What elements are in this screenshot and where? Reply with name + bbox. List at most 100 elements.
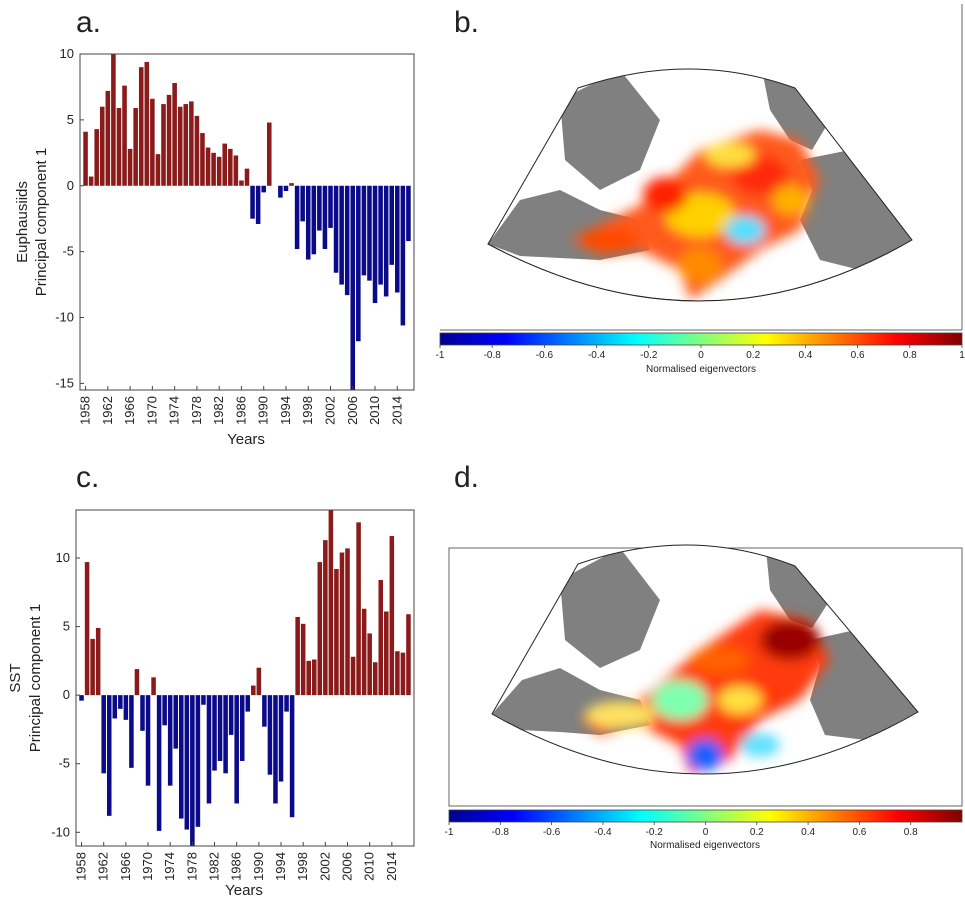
bar-1977: [189, 101, 194, 186]
bar-1991: [262, 695, 267, 727]
bar-1963: [106, 695, 112, 816]
bar-1967: [129, 695, 134, 768]
colorbar-tick-label: -1: [436, 350, 445, 361]
bar-1986: [239, 180, 244, 186]
xlabel-a: Years: [227, 431, 265, 448]
land-europe-d: [810, 630, 918, 740]
xtick-label: 1998: [300, 396, 315, 425]
xtick-label: 1970: [140, 852, 155, 881]
bar-1986: [234, 695, 239, 804]
bar-2010: [367, 633, 372, 696]
ylabel-line1-c: SST: [7, 663, 24, 692]
bar-1990: [261, 185, 266, 193]
xtick-label: 1978: [189, 396, 204, 425]
colorbar-tick-label: 0.6: [852, 827, 866, 838]
bar-2008: [356, 522, 361, 696]
bar-1985: [233, 155, 239, 186]
colorbar-tick-label: 0.4: [798, 350, 812, 361]
bar-2009: [361, 608, 367, 696]
bar-2014: [395, 185, 400, 293]
xtick-label: 2002: [317, 852, 332, 881]
colorbar-label-d: Normalised eigenvectors: [650, 840, 760, 851]
bar-1996: [289, 695, 295, 818]
bar-2001: [317, 562, 323, 696]
bar-2002: [323, 540, 328, 696]
bar-1981: [211, 152, 216, 186]
bar-1981: [206, 695, 212, 804]
bar-2013: [389, 185, 395, 265]
xtick-label: 2002: [323, 396, 338, 425]
bar-2011: [372, 662, 378, 696]
plot-frame-a: [79, 53, 415, 391]
bar-1966: [123, 695, 129, 720]
bar-2012: [383, 185, 389, 297]
ytick-label: 5: [63, 619, 70, 634]
bars-group-a: [83, 54, 411, 390]
bar-1970: [145, 695, 151, 786]
bar-1979: [200, 133, 205, 186]
bar-2010: [372, 185, 378, 304]
ylabel-line2-c: Principal component 1: [27, 604, 44, 752]
bar-1999: [311, 185, 317, 255]
bar-1967: [133, 108, 138, 186]
bar-1964: [116, 108, 122, 186]
colorbar-tick-label: 0: [698, 350, 704, 361]
colorbar-d: [448, 809, 963, 823]
bar-1983: [222, 143, 228, 186]
yticks-c: -10 -5 0 5 10: [51, 550, 80, 839]
xlabel-c: Years: [225, 882, 263, 899]
bar-2009: [367, 185, 372, 281]
panel-letter-c: c.: [76, 461, 100, 494]
bar-1968: [134, 669, 140, 696]
bar-1962: [101, 695, 106, 774]
bar-1984: [228, 148, 233, 186]
land-greenland-b: [560, 70, 660, 190]
xtick-label: 1982: [207, 852, 222, 881]
bar-1997: [300, 185, 305, 222]
panel-letter-b: b.: [454, 6, 480, 39]
colorbar-tick-label: 0.8: [903, 350, 917, 361]
bar-1974: [167, 695, 173, 786]
xtick-label: 1990: [251, 852, 266, 881]
bar-2013: [384, 611, 389, 696]
bar-1971: [151, 677, 156, 696]
colorbar-tick-label: -0.8: [484, 350, 502, 361]
bar-1976: [179, 695, 184, 819]
panel-letter-a: a.: [76, 6, 102, 39]
colorbar-tick-label: 0.8: [904, 827, 918, 838]
bar-2005: [339, 552, 345, 696]
bar-1960: [94, 129, 99, 186]
plot-frame-c: [75, 509, 415, 847]
map-frame-d: [448, 547, 963, 807]
bar-1995: [289, 183, 294, 186]
ytick-label: -5: [62, 244, 74, 259]
xtick-label: 1970: [144, 396, 159, 425]
bar-1999: [306, 660, 311, 696]
ytick-label: 0: [63, 687, 70, 702]
xtick-label: 1974: [167, 396, 182, 425]
bar-2002: [328, 185, 333, 228]
bar-1987: [244, 168, 250, 186]
bar-1962: [105, 90, 111, 186]
ytick-label: 10: [60, 46, 74, 61]
ylabel-line2-a: Principal component 1: [33, 148, 50, 296]
land-europe-b: [800, 150, 912, 270]
colorbar-tick-label: 1: [959, 350, 965, 361]
bar-1975: [173, 695, 179, 749]
ytick-label: -10: [51, 824, 70, 839]
bar-2005: [344, 185, 350, 296]
xtick-label: 2010: [362, 852, 377, 881]
bar-1959: [84, 562, 90, 696]
bar-1972: [156, 695, 162, 831]
xtick-label: 1966: [118, 852, 133, 881]
bar-2008: [361, 185, 367, 276]
colorbar-tick-label: -0.6: [543, 827, 561, 838]
bar-2012: [378, 579, 384, 696]
bar-2016: [406, 185, 411, 242]
xtick-label: 2014: [384, 852, 399, 881]
bar-1969: [140, 695, 145, 731]
bar-1966: [127, 148, 133, 186]
bar-1994: [278, 695, 284, 782]
bar-1958: [83, 131, 88, 186]
